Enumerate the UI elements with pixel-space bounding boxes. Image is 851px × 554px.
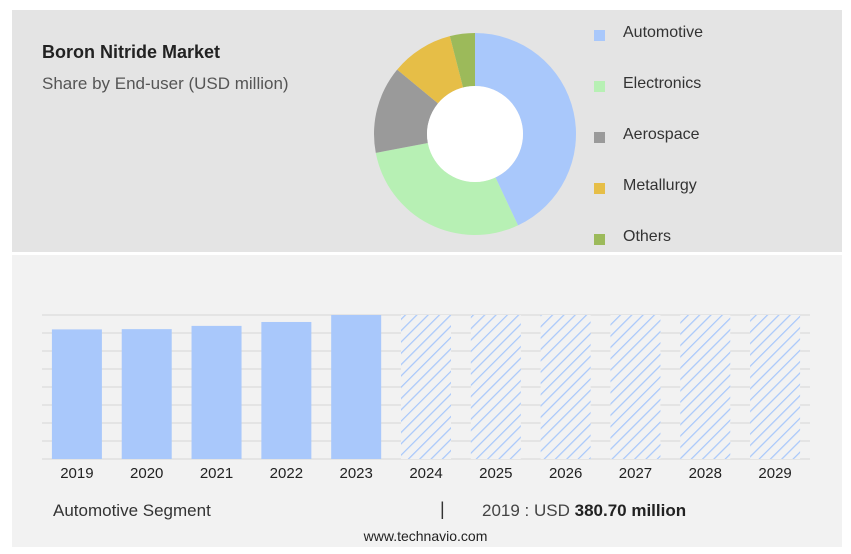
x-tick-label: 2025 <box>479 465 512 482</box>
forecast-bar-2024 <box>401 315 451 459</box>
forecast-bar-2028 <box>680 315 731 459</box>
forecast-bar-2029 <box>750 315 801 459</box>
bar-2022 <box>261 321 312 459</box>
donut-slice-others <box>449 33 475 88</box>
legend-item-aerospace: Aerospace <box>594 126 703 177</box>
donut-slice-automotive <box>475 33 576 226</box>
chart-title: Boron Nitride Market <box>42 42 221 62</box>
x-tick-label: 2020 <box>130 465 163 482</box>
donut-slice-electronics <box>375 142 519 235</box>
forecast-bar-2025 <box>470 315 521 459</box>
x-tick-label: 2027 <box>619 465 652 482</box>
legend-label: Metallurgy <box>623 177 697 194</box>
x-tick-label: 2028 <box>689 465 722 482</box>
x-tick-label: 2029 <box>758 465 791 482</box>
legend-label: Automotive <box>623 24 704 41</box>
legend-item-electronics: Electronics <box>594 75 703 126</box>
x-tick-label: 2022 <box>270 465 303 482</box>
bar-chart: 2019 2020 2021 2022 2023 2024 2025 2026 2027 2028… <box>12 255 842 495</box>
year-label: 2019 : USD <box>482 501 570 520</box>
value-label: 380.70 million <box>574 501 687 520</box>
donut-chart <box>360 22 590 244</box>
x-tick-label: 2023 <box>339 465 372 482</box>
donut-hole <box>427 86 523 182</box>
chart-subtitle: Share by End-user (USD million) <box>42 74 289 93</box>
legend-swatch <box>594 81 605 92</box>
x-tick-label: 2019 <box>60 465 93 482</box>
segment-label: Automotive Segment <box>53 501 211 520</box>
legend-swatch <box>594 183 605 194</box>
legend-label: Others <box>623 228 672 245</box>
donut-slice-metallurgy <box>397 36 464 104</box>
site-url: www.technavio.com <box>363 528 488 544</box>
legend-label: Electronics <box>623 75 702 92</box>
bar-2020 <box>121 329 172 459</box>
forecast-bar-2026 <box>540 315 591 459</box>
legend-item-others: Others <box>594 228 703 279</box>
legend-item-automotive: Automotive <box>594 24 703 75</box>
footer-separator: | <box>440 499 445 519</box>
x-tick-label: 2026 <box>549 465 582 482</box>
x-tick-label: 2021 <box>200 465 233 482</box>
x-tick-label: 2024 <box>409 465 442 482</box>
legend-item-metallurgy: Metallurgy <box>594 177 703 228</box>
legend-label: Aerospace <box>623 126 700 143</box>
legend-swatch <box>594 234 605 245</box>
bar-2019 <box>51 329 102 459</box>
donut-slice-aerospace <box>374 69 439 153</box>
legend: Automotive Electronics Aerospace Metallurgy… <box>594 24 703 279</box>
legend-swatch <box>594 30 605 41</box>
bar-2023 <box>331 315 382 459</box>
forecast-bar-2027 <box>610 315 661 459</box>
segment-value: 2019 : USD 380.70 million <box>482 501 686 521</box>
legend-swatch <box>594 132 605 143</box>
bar-2021 <box>191 325 242 459</box>
